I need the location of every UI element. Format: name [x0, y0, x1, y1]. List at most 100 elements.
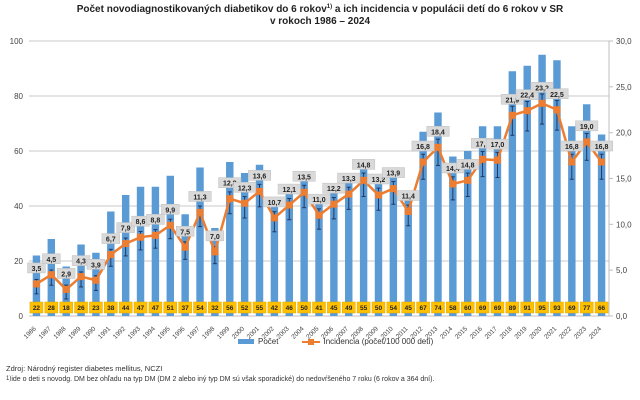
count-label-box — [178, 301, 192, 314]
bar — [136, 186, 145, 316]
incidence-data-label: 13,9 — [387, 171, 401, 178]
bar — [389, 167, 398, 316]
incidence-label-box — [188, 191, 212, 202]
incidence-label-box — [248, 170, 271, 181]
right-axis-tick-label: 0,0 — [616, 312, 628, 321]
count-label-box — [193, 301, 207, 314]
count-data-label: 54 — [390, 305, 398, 312]
count-label-box — [312, 301, 326, 314]
count-label-box — [356, 301, 371, 314]
bar — [374, 178, 383, 316]
count-data-label: 44 — [122, 305, 130, 312]
incidence-data-label: 8,8 — [151, 217, 161, 224]
count-data-label: 50 — [301, 305, 309, 312]
count-data-label: 28 — [48, 305, 56, 312]
title-text-rest: a ich incidencia v populácii detí do 6 r… — [332, 4, 564, 15]
bar — [196, 167, 204, 316]
count-label-box — [416, 301, 430, 314]
count-label-box — [208, 301, 222, 314]
incidence-data-label: 11,3 — [193, 194, 206, 201]
bar — [434, 112, 442, 316]
incidence-label-box — [57, 268, 76, 279]
right-axis-tick-label: 20,0 — [616, 129, 632, 138]
incidence-data-label: 14,8 — [461, 162, 475, 169]
count-label-box — [371, 301, 386, 314]
bar — [582, 104, 591, 316]
count-label-box — [520, 301, 534, 314]
incidence-data-label: 13,3 — [342, 176, 356, 183]
incidence-marker — [568, 158, 576, 166]
count-data-label: 69 — [568, 305, 576, 312]
incidence-data-label: 6,7 — [106, 237, 116, 244]
incidence-data-label: 4,5 — [46, 257, 56, 264]
count-label-box — [29, 301, 44, 314]
count-data-label: 26 — [77, 305, 85, 312]
bar — [359, 164, 368, 316]
x-axis-tick-label: 2021 — [543, 325, 558, 340]
incidence-marker — [285, 201, 293, 209]
x-axis-tick-label: 1992 — [112, 325, 127, 340]
count-label-box — [44, 301, 59, 314]
footnote: 1)ide o deti s novodg. DM bez ohľadu na … — [6, 376, 434, 383]
x-axis-tick-label: 2015 — [454, 325, 469, 340]
bar — [300, 178, 308, 316]
count-label-box — [460, 301, 475, 314]
count-label-box — [282, 301, 297, 314]
incidence-data-label: 9,9 — [165, 207, 175, 214]
count-label-box — [252, 301, 267, 314]
legend-line-swatch — [302, 338, 321, 345]
chart: 0 20 40 60 80 100 0,0 5,0 10,0 15,0 20,0 25,0 30,0 3,… — [10, 37, 632, 341]
count-data-label: 47 — [152, 305, 160, 312]
incidence-data-label: 12,2 — [327, 186, 341, 193]
incidence-label-box — [146, 214, 165, 225]
count-label-box — [74, 301, 88, 314]
incidence-label-box — [575, 120, 599, 132]
incidence-label-box — [381, 167, 405, 178]
left-axis-tick-label: 80 — [14, 92, 23, 101]
incidence-label-box — [560, 140, 584, 152]
count-data-label: 45 — [330, 305, 338, 312]
right-axis-tick-label: 15,0 — [616, 175, 632, 184]
count-label-box — [386, 301, 401, 314]
bar — [270, 200, 279, 316]
bar — [166, 175, 174, 316]
incidence-marker — [374, 191, 382, 199]
count-label-box — [327, 301, 341, 314]
incidence-data-label: 13,2 — [372, 177, 386, 184]
count-data-label: 58 — [449, 305, 457, 312]
incidence-marker — [598, 158, 606, 166]
incidence-marker — [270, 214, 278, 222]
count-data-label: 91 — [524, 305, 532, 312]
bar — [419, 131, 427, 316]
incidence-label-box — [545, 88, 569, 99]
incidence-marker — [47, 271, 55, 279]
incidence-data-label: 7,5 — [180, 229, 190, 236]
incidence-label-box — [367, 173, 390, 185]
count-data-label: 32 — [211, 305, 219, 312]
count-data-label: 67 — [419, 305, 427, 312]
incidence-marker — [300, 188, 308, 196]
incidence-label-box — [337, 172, 361, 184]
incidence-marker — [32, 280, 40, 288]
incidence-label-box — [426, 126, 450, 137]
bar — [330, 192, 338, 316]
incidence-marker — [360, 176, 368, 184]
x-axis-tick-label: 1991 — [97, 325, 112, 340]
count-data-label: 74 — [434, 305, 442, 312]
count-label-box — [267, 301, 282, 314]
count-data-label: 89 — [509, 305, 517, 312]
legend-bar-swatch — [238, 339, 254, 344]
incidence-data-label: 16,8 — [565, 144, 579, 151]
x-axis-tick-label: 2019 — [513, 325, 528, 340]
incidence-marker — [256, 187, 264, 195]
incidence-marker — [77, 273, 85, 281]
count-label-box — [446, 301, 460, 314]
incidence-data-label: 16,8 — [595, 144, 609, 151]
incidence-label-box — [161, 204, 180, 215]
count-label-box — [59, 301, 73, 314]
bar — [255, 164, 264, 316]
chart-title-line2: v rokoch 1986 – 2024 — [269, 16, 371, 27]
x-axis-tick-label: 1987 — [38, 325, 53, 340]
incidence-marker — [181, 243, 189, 251]
incidence-label-box — [176, 226, 195, 237]
